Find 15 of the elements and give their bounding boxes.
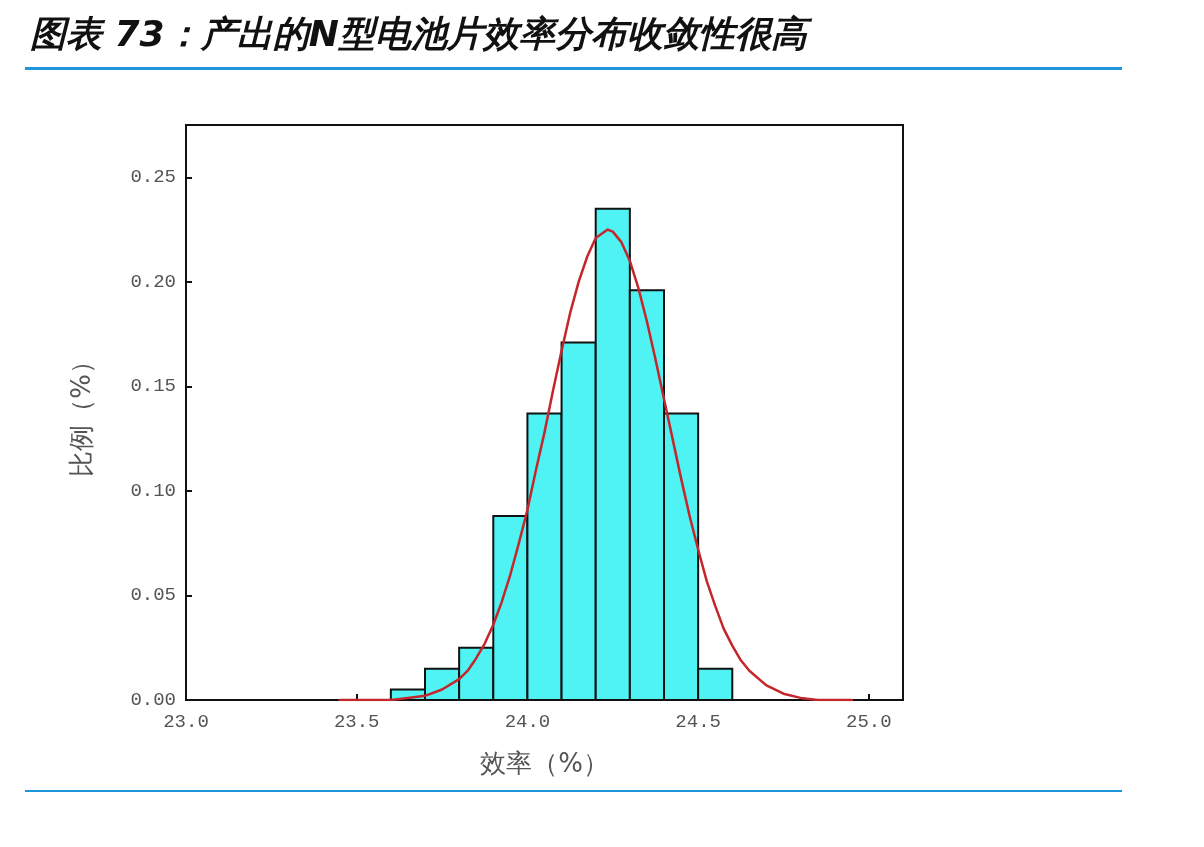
y-tick-label: 0.05 xyxy=(130,584,176,607)
x-tick-label: 24.5 xyxy=(675,710,721,733)
y-tick-label: 0.20 xyxy=(130,270,176,293)
line-series xyxy=(338,228,854,702)
y-tick-label: 0.25 xyxy=(130,166,176,189)
y-tick-label: 0.10 xyxy=(130,479,176,502)
x-axis-title: 效率（%） xyxy=(480,748,609,778)
y-tick-label: 0.15 xyxy=(130,375,176,398)
x-tick-label: 23.0 xyxy=(163,710,209,733)
x-tick-label: 25.0 xyxy=(846,710,892,733)
x-tick-label: 24.0 xyxy=(504,710,551,733)
y-tick-label: 0.00 xyxy=(130,689,176,711)
x-tick-label: 23.5 xyxy=(333,710,380,733)
y-axis-title: 比例（%） xyxy=(66,348,96,477)
chart-title: 图表 73：产出的N型电池片效率分布收敛性很高 xyxy=(30,12,813,54)
